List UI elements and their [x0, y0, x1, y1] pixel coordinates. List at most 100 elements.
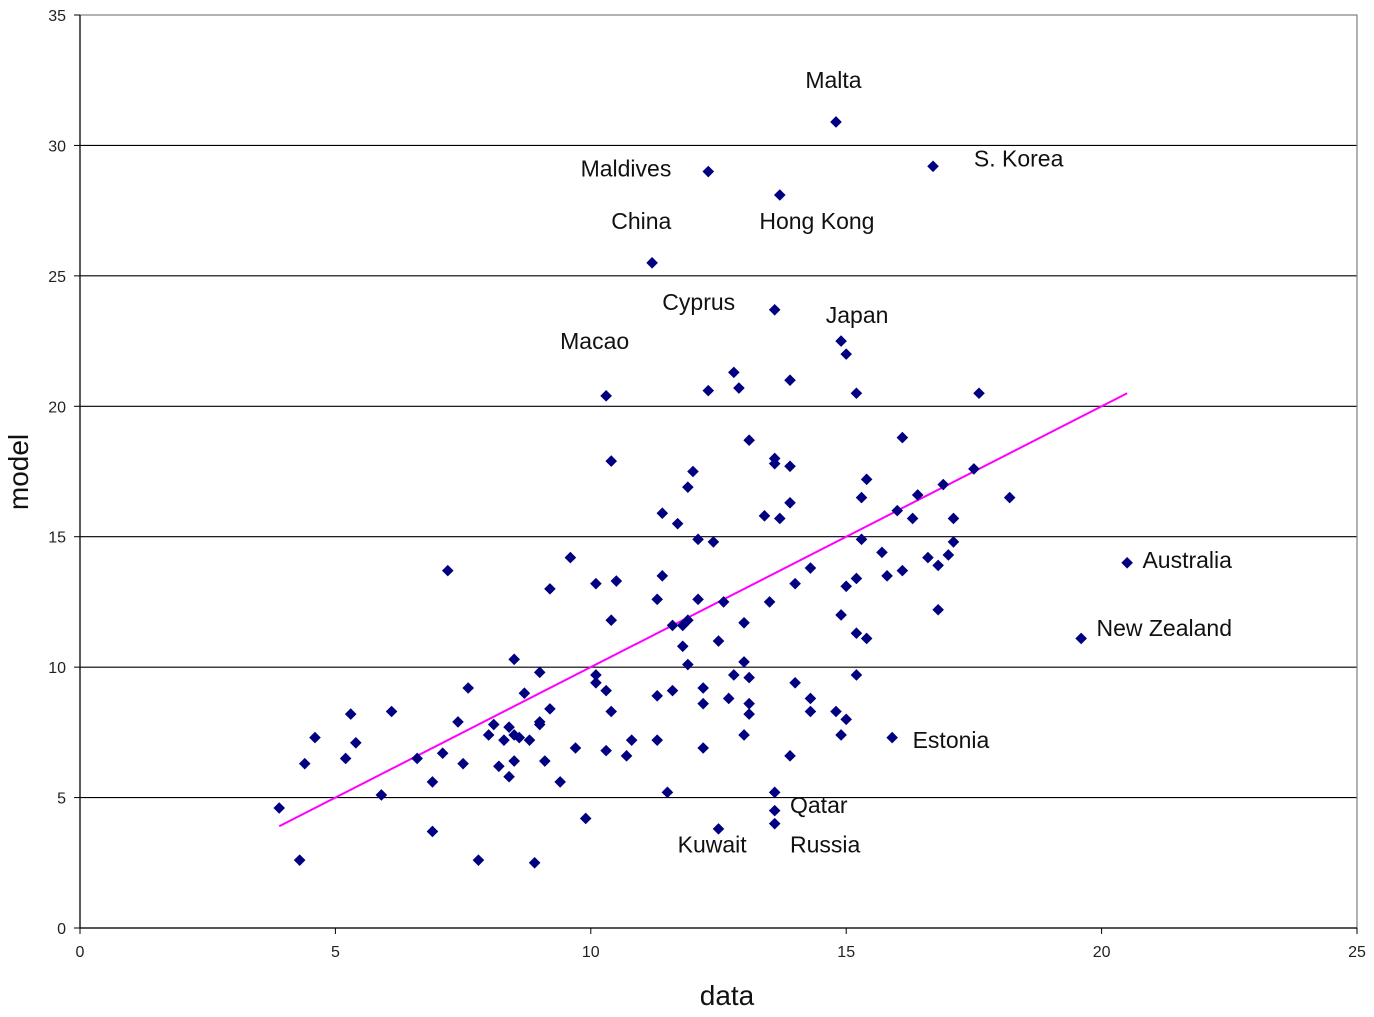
x-tick-label: 15	[837, 944, 855, 961]
data-point	[605, 614, 618, 626]
data-point	[350, 736, 362, 749]
data-point	[493, 760, 505, 773]
data-point	[911, 489, 924, 501]
data-point	[426, 776, 439, 788]
data-point	[891, 504, 904, 517]
data-point	[298, 757, 311, 770]
data-point	[666, 619, 679, 632]
data-point	[508, 755, 520, 767]
data-point	[968, 463, 980, 475]
country-annotation: Kuwait	[678, 831, 748, 857]
data-points	[273, 116, 1133, 869]
country-annotation: Australia	[1142, 547, 1232, 573]
data-point	[947, 536, 960, 548]
data-point	[273, 802, 286, 814]
data-point	[733, 382, 745, 394]
data-point	[855, 533, 868, 546]
data-point	[671, 517, 684, 530]
tick-labels: 0 5 10 15 20 25 0 5 10 15 20 25 30 35	[48, 8, 1366, 961]
country-annotation: Hong Kong	[759, 208, 874, 234]
data-point	[375, 789, 388, 801]
data-point	[600, 684, 612, 697]
country-annotation: Macao	[560, 328, 629, 354]
data-point	[544, 703, 556, 715]
y-tick-label: 35	[48, 8, 66, 25]
x-tick-label: 20	[1093, 944, 1111, 961]
data-point	[605, 705, 618, 718]
data-point	[452, 716, 464, 728]
data-point	[860, 632, 873, 645]
x-tick-label: 10	[582, 944, 600, 961]
data-point	[840, 713, 852, 726]
data-point	[712, 823, 725, 835]
data-point	[850, 572, 863, 585]
data-point	[927, 160, 939, 173]
trendline	[278, 392, 1128, 828]
gridlines	[80, 144, 1357, 799]
data-point	[590, 577, 602, 590]
data-point	[293, 854, 306, 866]
country-annotation: New Zealand	[1096, 615, 1232, 641]
data-point	[513, 731, 526, 744]
data-point	[738, 616, 750, 629]
data-point	[743, 708, 755, 720]
data-point	[1075, 632, 1087, 645]
y-tick-label: 0	[57, 921, 66, 938]
data-point	[932, 603, 944, 616]
data-point	[804, 705, 817, 718]
data-point	[682, 658, 694, 671]
data-point	[743, 697, 755, 710]
data-point	[728, 669, 740, 681]
data-point	[835, 335, 847, 347]
data-point	[728, 366, 740, 379]
y-tick-label: 5	[57, 791, 66, 808]
data-point	[768, 786, 781, 799]
data-point	[518, 687, 531, 700]
x-axis-title: data	[700, 980, 755, 1011]
country-annotation: Maldives	[581, 156, 672, 182]
data-point	[738, 729, 750, 741]
data-point	[743, 671, 755, 684]
data-point	[773, 512, 786, 525]
x-tick-label: 5	[331, 944, 340, 961]
data-point	[896, 431, 909, 444]
y-tick-label: 20	[48, 399, 66, 416]
data-point	[784, 374, 796, 386]
data-point	[922, 551, 934, 564]
data-point	[830, 705, 842, 718]
data-point	[590, 676, 602, 689]
data-point	[942, 549, 955, 561]
data-point	[533, 716, 546, 728]
country-annotation: Qatar	[790, 792, 848, 818]
data-point	[697, 682, 709, 694]
data-point	[738, 656, 750, 668]
data-point	[651, 690, 664, 702]
data-point	[1003, 491, 1016, 504]
data-point	[426, 825, 439, 838]
data-point	[539, 755, 551, 767]
data-point	[620, 750, 633, 762]
x-tick-label: 25	[1348, 944, 1366, 961]
y-tick-label: 30	[48, 138, 66, 155]
data-point	[692, 533, 704, 546]
data-point	[886, 731, 898, 744]
data-point	[544, 583, 556, 595]
data-point	[666, 684, 679, 697]
data-point	[768, 804, 781, 817]
data-point	[503, 770, 515, 783]
data-point	[661, 786, 674, 799]
data-point	[763, 596, 776, 608]
data-point	[835, 609, 847, 621]
data-point	[554, 776, 566, 788]
data-point	[855, 491, 868, 504]
data-point	[758, 510, 771, 522]
data-point	[339, 752, 352, 765]
data-point	[676, 619, 689, 632]
data-point	[768, 457, 781, 470]
y-axis-title: model	[3, 434, 34, 510]
data-point	[881, 570, 893, 582]
data-point	[702, 165, 715, 178]
